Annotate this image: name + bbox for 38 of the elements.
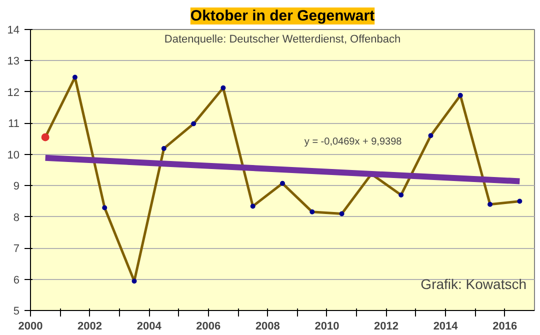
point (428, 133, 434, 138)
point (398, 192, 404, 198)
y-tick-label: 6 (13, 274, 20, 286)
y-tick-label: 11 (8, 118, 20, 130)
point (280, 180, 285, 186)
point (517, 198, 522, 204)
y-tick-label: 7 (13, 243, 20, 256)
point (250, 204, 256, 209)
point (220, 85, 226, 90)
y-tick-label: 13 (7, 56, 20, 68)
x-tick-label: 2010 (314, 320, 340, 332)
x-tick-label: 2002 (78, 320, 102, 332)
y-tick-label: 9 (13, 180, 20, 193)
point (339, 211, 344, 216)
point (72, 74, 78, 80)
x-tick-label: 2006 (196, 320, 221, 332)
point (102, 205, 108, 210)
point (191, 121, 196, 126)
annotation: Grafik: Kowatsch (420, 276, 527, 292)
x-tick-label: 2012 (374, 320, 399, 332)
y-tick-label: 10 (7, 149, 20, 162)
y-tick-label: 14 (7, 24, 20, 36)
x-tick-label: 2016 (492, 320, 518, 332)
point (488, 202, 493, 207)
point (161, 146, 166, 151)
x-tick-label: 2014 (433, 320, 459, 332)
y-tick-label: 12 (7, 86, 20, 99)
y-tick-label: 5 (13, 306, 20, 318)
x-tick-label: 2004 (136, 320, 162, 332)
chart-subtitle: Datenquelle: Deutscher Wetterdienst, Offenbach (164, 34, 401, 46)
point (310, 209, 315, 214)
x-tick-label: 2000 (18, 320, 43, 332)
annotation: y = -0,0469x + 9,9398 (304, 136, 402, 148)
point (132, 278, 137, 284)
x-tick-label: 2008 (255, 320, 280, 332)
chart-title: Oktober in der Gegenwart (190, 8, 375, 24)
point (458, 92, 463, 98)
y-tick-label: 8 (13, 212, 20, 224)
